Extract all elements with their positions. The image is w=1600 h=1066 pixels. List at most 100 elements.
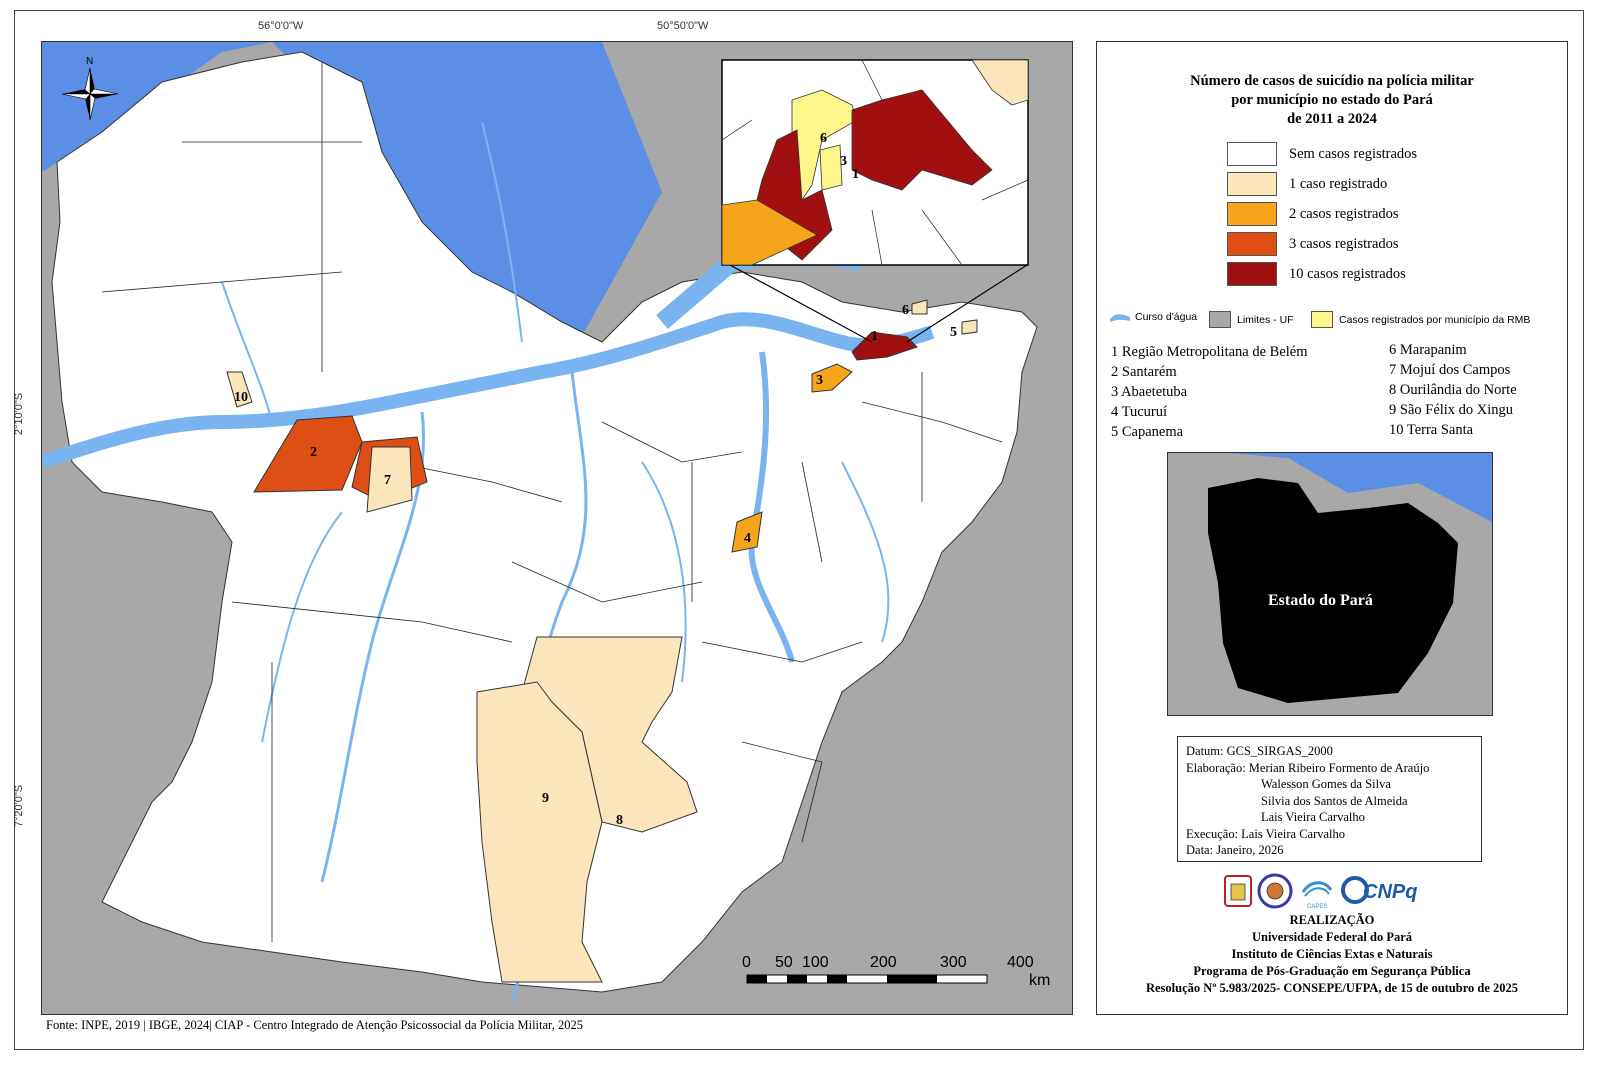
legend-rmb-label: Casos registrados por município da RMB <box>1339 313 1531 326</box>
institution-logos: CAPES CNPq <box>1224 873 1417 910</box>
realizacao-university: Universidade Federal do Pará <box>1251 930 1413 944</box>
realizacao-institute: Instituto de Ciências Extas e Naturais <box>1231 947 1433 961</box>
amazon-river <box>42 312 935 469</box>
legend-class-label-0: Sem casos registrados <box>1289 145 1418 162</box>
scale-bar: 0 50 100 200 300 400 km <box>742 954 1050 989</box>
map-label-4: 4 <box>744 531 751 546</box>
legend-swatch-4 <box>1227 262 1277 286</box>
mun-item-3: 3 Abaetetuba <box>1111 384 1188 400</box>
legend-class-4: 10 casos registrados <box>1227 262 1406 286</box>
map-label-10: 10 <box>234 390 248 405</box>
legend-class-label-3: 3 casos registrados <box>1289 235 1399 252</box>
river-tributary-c <box>841 461 890 643</box>
river-tributary-b <box>641 461 687 683</box>
map-label-9: 9 <box>542 791 549 806</box>
legend-uf-label: Limites - UF <box>1237 313 1294 326</box>
legend-class-0: Sem casos registrados <box>1227 142 1417 166</box>
scale-tick-0: 0 <box>742 954 751 971</box>
legend-class-label-1: 1 caso registrado <box>1289 175 1388 192</box>
realizacao-resolution: Resolução Nº 5.983/2025- CONSEPE/UFPA, d… <box>1145 981 1519 995</box>
map-labels: 1 2 3 4 5 6 7 8 9 10 <box>234 303 957 828</box>
legend-class-2: 2 casos registrados <box>1227 202 1399 226</box>
capes-logo-icon: CAPES <box>1301 881 1333 910</box>
coord-top-2: 50°50'0"W <box>657 20 709 32</box>
realizacao-heading: REALIZAÇÃO <box>1289 913 1375 927</box>
scale-tick-50: 50 <box>775 954 793 971</box>
municipality-marapanim[interactable] <box>911 299 928 315</box>
mun-item-6: 6 Marapanim <box>1389 342 1467 358</box>
municipality-belem-rmb[interactable] <box>851 331 918 361</box>
source-caption: Fonte: INPE, 2019 | IBGE, 2024| CIAP - C… <box>46 1018 583 1032</box>
legend-panel: Número de casos de suicídio na polícia m… <box>1096 41 1568 1015</box>
legend-water-label: Curso d'água <box>1135 311 1198 323</box>
legend-water: Curso d'água <box>1109 311 1197 323</box>
municipality-terra-santa[interactable] <box>226 371 253 408</box>
map-label-1: 1 <box>871 329 878 344</box>
legend-class-1: 1 caso registrado <box>1227 172 1387 196</box>
credits-elaboracao: Elaboração: Merian Ribeiro Formento de A… <box>1186 760 1430 775</box>
inset-rmb: 6 3 1 <box>721 59 1029 266</box>
rmb-swatch <box>1311 311 1333 328</box>
cnpq-logo-icon: CNPq <box>1341 876 1417 904</box>
north-arrow-icon: N <box>61 56 119 121</box>
main-map[interactable]: 1 2 3 4 5 6 7 8 9 10 N <box>41 41 1073 1015</box>
municipality-santarem[interactable] <box>253 415 363 493</box>
legend-rmb: Casos registrados por município da RMB <box>1311 311 1530 328</box>
realizacao-program: Programa de Pós-Graduação em Segurança P… <box>1193 964 1471 978</box>
mun-item-4: 4 Tucuruí <box>1111 404 1168 420</box>
legend-uf: Limites - UF <box>1209 311 1294 328</box>
legend-class-label-4: 10 casos registrados <box>1289 265 1406 282</box>
ufpa-logo-icon <box>1224 875 1252 907</box>
inset-label-6: 6 <box>820 131 827 146</box>
coord-top-1: 56°0'0"W <box>258 20 304 32</box>
municipal-boundaries <box>101 62 1003 942</box>
scale-tick-400: 400 <box>1007 954 1034 971</box>
mun-item-9: 9 São Félix do Xingu <box>1389 402 1514 418</box>
legend-swatch-1 <box>1227 172 1277 196</box>
locator-para-shape <box>1208 478 1458 703</box>
municipality-mojui[interactable] <box>366 446 413 513</box>
ppgsp-logo-icon <box>1257 873 1293 909</box>
uf-swatch <box>1209 311 1231 328</box>
municipality-capanema[interactable] <box>961 319 978 335</box>
credits-execucao: Execução: Lais Vieira Carvalho <box>1186 826 1346 841</box>
inset-label-3: 3 <box>840 154 847 169</box>
legend-title-line-3: de 2011 a 2024 <box>1287 111 1377 127</box>
map-label-7: 7 <box>384 473 391 488</box>
scale-tick-200: 200 <box>870 954 897 971</box>
realizacao-block: REALIZAÇÃO Universidade Federal do Pará … <box>1097 912 1567 997</box>
locator-svg: Estado do Pará <box>1168 453 1492 715</box>
capes-logo-text: CAPES <box>1307 904 1327 910</box>
ocean-nw <box>42 42 272 172</box>
legend-class-label-2: 2 casos registrados <box>1289 205 1399 222</box>
legend-title: Número de casos de suicídio na polícia m… <box>1097 72 1567 129</box>
inset-label-1: 1 <box>852 167 859 182</box>
credits-date: Data: Janeiro, 2026 <box>1186 843 1284 857</box>
map-label-6: 6 <box>902 303 909 318</box>
municipality-sao-felix[interactable] <box>476 681 603 983</box>
coord-left-1: 2°10'0"S <box>13 392 26 436</box>
mun-item-2: 2 Santarém <box>1111 364 1177 380</box>
legend-swatch-3 <box>1227 232 1277 256</box>
map-frame <box>14 10 1584 1050</box>
river-jari <box>481 121 523 343</box>
mun-item-8: 8 Ourilândia do Norte <box>1389 382 1517 398</box>
legend-class-3: 3 casos registrados <box>1227 232 1399 256</box>
credits-datum: Datum: GCS_SIRGAS_2000 <box>1186 744 1333 758</box>
map-label-2: 2 <box>310 445 317 460</box>
municipality-tucurui[interactable] <box>731 511 763 553</box>
locator-map: Estado do Pará <box>1167 452 1493 716</box>
mun-item-7: 7 Mojuí dos Campos <box>1389 362 1511 378</box>
legend-title-line-2: por município no estado do Pará <box>1231 92 1433 108</box>
municipality-list-left: 1 Região Metropolitana de Belém 2 Santar… <box>1111 342 1308 442</box>
water-icon <box>1110 314 1130 322</box>
credits-box: Datum: GCS_SIRGAS_2000 Elaboração: Meria… <box>1177 736 1482 862</box>
river-trombetas <box>221 281 273 423</box>
scale-tick-100: 100 <box>802 954 829 971</box>
legend-swatch-2 <box>1227 202 1277 226</box>
mun-item-10: 10 Terra Santa <box>1389 422 1474 438</box>
municipality-abaetetuba[interactable] <box>811 363 853 393</box>
inset-connector-right <box>906 264 1028 343</box>
map-label-8: 8 <box>616 813 623 828</box>
mun-item-5: 5 Capanema <box>1111 424 1184 440</box>
